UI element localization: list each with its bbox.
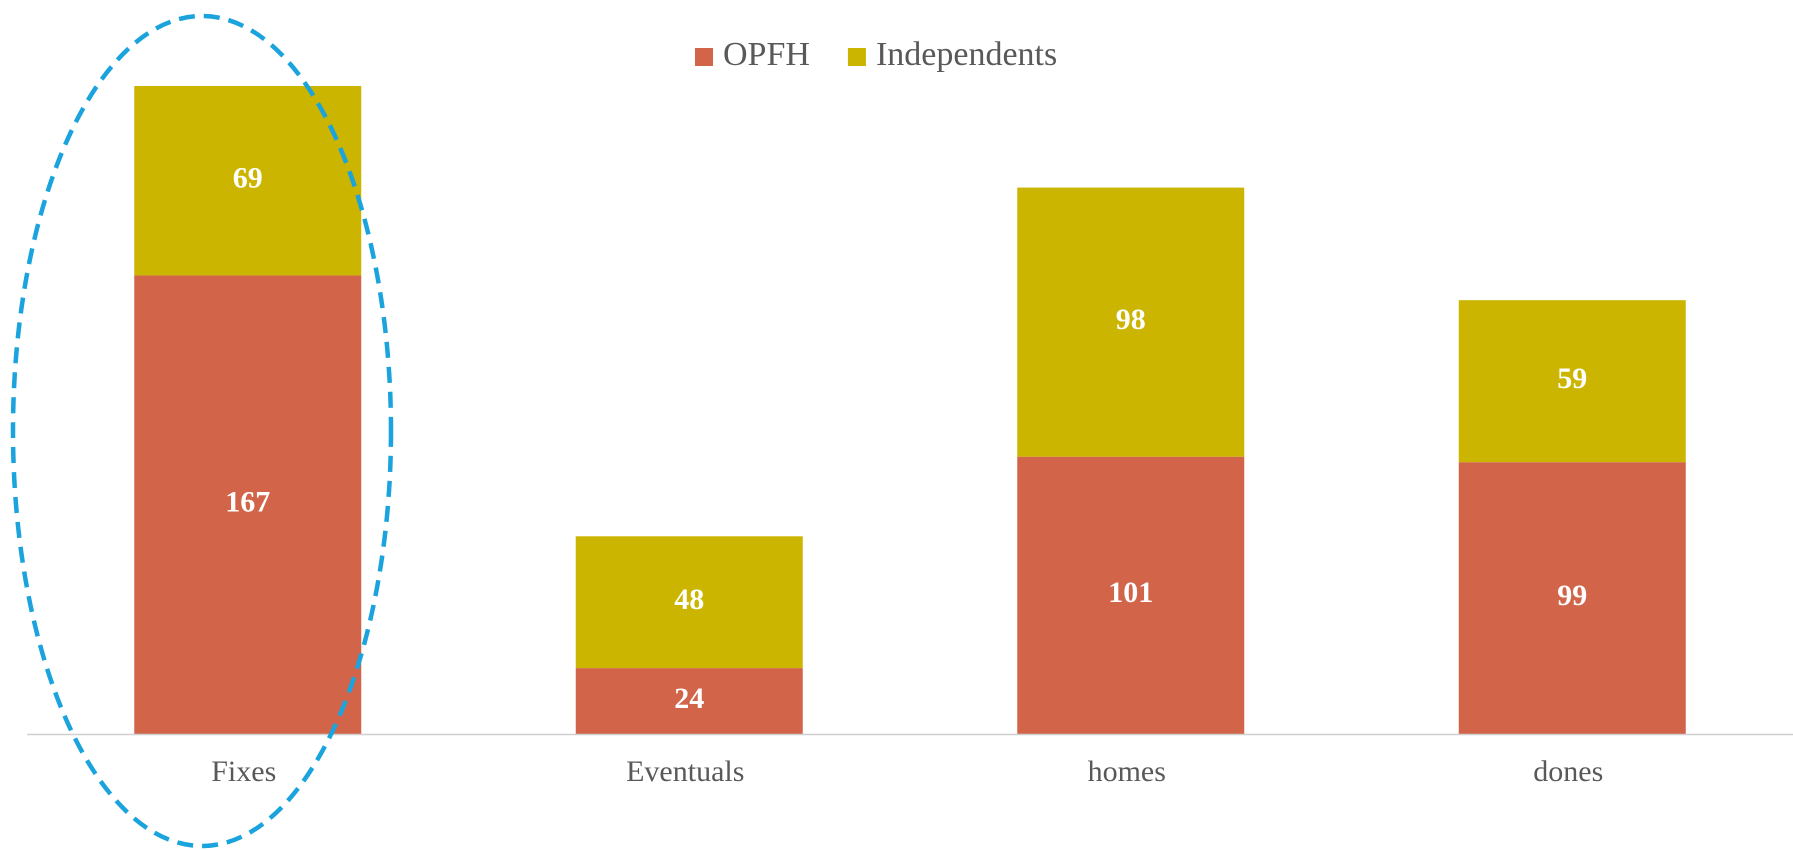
bar-segment [1017,456,1245,734]
data-label: 24 [674,682,704,715]
data-label: 69 [233,162,263,195]
bar-segment [1458,462,1686,734]
legend-label: Independents [876,36,1057,73]
bar-segment [575,668,803,734]
data-label: 59 [1557,362,1587,395]
legend-swatch [847,48,866,66]
x-tick-label: Eventuals [626,755,744,788]
bar-segment [134,275,362,734]
legend: OPFH Independents [695,36,1057,73]
data-label: 48 [674,583,704,616]
data-label: 98 [1116,303,1146,336]
legend-swatch [695,48,713,66]
data-label: 101 [1108,576,1153,609]
highlight-ellipse [10,13,394,849]
x-tick-label: homes [1088,755,1166,788]
x-tick-label: dones [1533,755,1603,788]
bar-segment [575,536,803,669]
data-label: 99 [1557,579,1587,612]
legend-label: OPFH [723,36,810,73]
bar-segment [1458,300,1686,463]
x-tick-label: Fixes [211,755,276,788]
plot-area: 167 69 Fixes 24 48 Eventuals 101 98 homes 99 59 don… [134,86,1686,788]
bar-segment [1017,187,1245,457]
data-label: 167 [225,486,270,519]
